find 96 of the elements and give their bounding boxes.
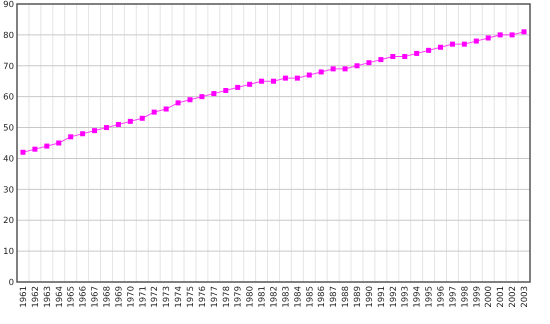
y-tick-label: 80: [3, 30, 14, 41]
point: [462, 42, 467, 47]
point: [271, 78, 276, 84]
y-tick-label: 0: [8, 278, 14, 288]
point: [366, 60, 372, 66]
point: [199, 94, 204, 100]
point: [152, 110, 157, 115]
x-tick-label: 1980: [246, 286, 256, 308]
point: [116, 122, 121, 127]
x-tick-label: 1983: [281, 286, 292, 308]
x-tick-label: 2001: [496, 286, 506, 308]
y-tick-label: 10: [3, 247, 14, 258]
point: [318, 69, 324, 74]
point: [92, 128, 98, 134]
y-tick-label: 40: [3, 154, 14, 164]
x-tick-label: 1993: [400, 286, 411, 308]
point: [522, 29, 527, 34]
x-tick-label: 1988: [341, 286, 352, 308]
point: [259, 78, 264, 84]
point: [247, 82, 252, 87]
y-tick-label: 20: [3, 216, 14, 226]
point: [128, 118, 133, 124]
x-tick-label: 1971: [138, 286, 148, 308]
y-tick-label: 60: [3, 92, 14, 103]
y-tick-label: 90: [3, 0, 14, 10]
x-tick-label: 1994: [412, 286, 423, 308]
x-tick-label: 1976: [198, 286, 208, 308]
x-tick-label: 1970: [126, 286, 136, 308]
x-tick-label: 1989: [353, 286, 364, 308]
point: [438, 44, 444, 50]
point: [306, 72, 312, 78]
point: [342, 66, 348, 72]
x-tick-label: 1987: [329, 286, 340, 308]
x-tick-label: 1961: [18, 286, 29, 308]
point: [510, 32, 515, 38]
x-tick-label: 1978: [222, 286, 232, 308]
x-tick-label: 1990: [364, 286, 375, 308]
point: [187, 97, 192, 102]
x-tick-label: 1985: [305, 286, 316, 308]
x-tick-label: 1963: [42, 286, 53, 308]
x-tick-label: 1982: [270, 286, 280, 308]
x-tick-label: 1991: [376, 286, 387, 308]
point: [140, 116, 145, 121]
x-tick-label: 1981: [258, 286, 268, 308]
x-tick-label: 1995: [424, 286, 435, 308]
point: [104, 125, 109, 130]
x-tick-label: 1973: [162, 286, 172, 308]
x-tick-label: 1986: [317, 286, 328, 308]
x-tick-label: 1969: [114, 286, 124, 308]
x-tick-label: 2002: [508, 286, 518, 308]
x-tick-label: 1984: [293, 286, 304, 308]
point: [330, 66, 336, 72]
point: [68, 134, 74, 140]
point: [164, 106, 169, 112]
x-tick-label: 1974: [174, 286, 184, 308]
point: [294, 76, 300, 81]
x-tick-label: 2003: [520, 286, 530, 308]
point: [390, 54, 396, 60]
x-tick-label: 1999: [472, 286, 482, 308]
x-tick-label: 1997: [448, 286, 458, 308]
point: [486, 35, 491, 40]
y-tick-label: 30: [3, 185, 14, 196]
point: [32, 146, 38, 152]
point: [426, 48, 432, 53]
point: [474, 38, 479, 44]
x-tick-label: 1975: [186, 286, 196, 308]
x-tick-label: 2000: [484, 286, 494, 308]
x-tick-label: 1965: [66, 286, 77, 308]
x-tick-label: 1998: [460, 286, 470, 308]
point: [44, 144, 50, 149]
x-tick-label: 1972: [150, 286, 160, 308]
x-tick-label: 1996: [436, 286, 447, 308]
point: [235, 84, 240, 90]
point: [223, 88, 228, 93]
point: [56, 140, 62, 146]
x-tick-label: 1967: [90, 286, 101, 308]
y-tick-label: 50: [3, 124, 14, 134]
x-tick-label: 1979: [234, 286, 244, 308]
x-tick-label: 1977: [210, 286, 220, 308]
point: [414, 50, 420, 56]
x-tick-label: 1992: [388, 286, 399, 308]
point: [80, 131, 86, 136]
point: [402, 54, 408, 60]
point: [282, 76, 288, 81]
x-tick-label: 1968: [102, 286, 112, 308]
x-tick-label: 1962: [30, 286, 41, 308]
point: [498, 32, 503, 38]
point: [378, 57, 384, 62]
point: [354, 63, 360, 68]
x-tick-label: 1964: [54, 286, 65, 308]
point: [450, 42, 455, 47]
point: [20, 150, 26, 155]
point: [211, 91, 216, 96]
point: [176, 100, 181, 106]
y-tick-label: 70: [3, 62, 14, 72]
x-tick-label: 1966: [78, 286, 89, 308]
